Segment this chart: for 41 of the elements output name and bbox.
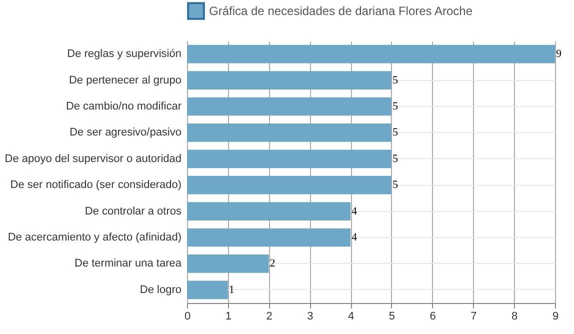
data-label: 5 [392, 100, 398, 112]
x-tick-label: 2 [266, 310, 272, 322]
y-tick-label: De ser agresivo/pasivo [70, 126, 182, 139]
bar [187, 44, 555, 64]
x-tick-label: 6 [430, 310, 436, 322]
x-tick-label: 3 [307, 310, 314, 322]
data-label: 5 [392, 74, 398, 86]
bar [187, 124, 392, 142]
x-tick-label: 8 [512, 310, 518, 322]
y-tick-label: De terminar una tarea [74, 258, 182, 270]
bar [187, 280, 228, 300]
x-tick-label: 7 [470, 310, 477, 322]
legend-label: Gráfica de necesidades de dariana Flores Aroche [209, 4, 473, 18]
bar [187, 71, 392, 90]
bar [187, 97, 392, 116]
x-tick-label: 1 [225, 310, 232, 322]
y-tick-label: De reglas y supervisión [67, 48, 182, 60]
data-label: 5 [392, 179, 398, 192]
data-label: 1 [228, 284, 234, 296]
y-tick-label: De acercamiento y afecto (afinidad) [8, 232, 182, 244]
data-label: 5 [392, 126, 398, 139]
x-tick-label: 9 [552, 310, 559, 322]
data-label: 4 [352, 205, 358, 218]
x-tick-label: 4 [348, 310, 354, 322]
data-label: 5 [392, 152, 398, 165]
data-label: 9 [556, 48, 562, 60]
y-tick-label: De ser notificado (ser considerado) [10, 179, 182, 192]
bar [187, 176, 392, 194]
y-tick-label: De logro [140, 284, 182, 296]
data-label: 4 [352, 232, 358, 244]
x-tick-label: 0 [184, 310, 191, 322]
bar [187, 228, 351, 247]
data-label: 2 [270, 258, 276, 270]
bar [187, 150, 392, 168]
x-tick-label: 5 [388, 310, 396, 322]
y-tick-label: De cambio/no modificar [66, 100, 182, 112]
y-tick-label: De pertenecer al grupo [68, 74, 182, 86]
y-tick-label: De controlar a otros [84, 205, 182, 218]
bar [187, 202, 351, 220]
bar [187, 254, 269, 273]
y-tick-label: De apoyo del supervisor o autoridad [4, 152, 182, 165]
